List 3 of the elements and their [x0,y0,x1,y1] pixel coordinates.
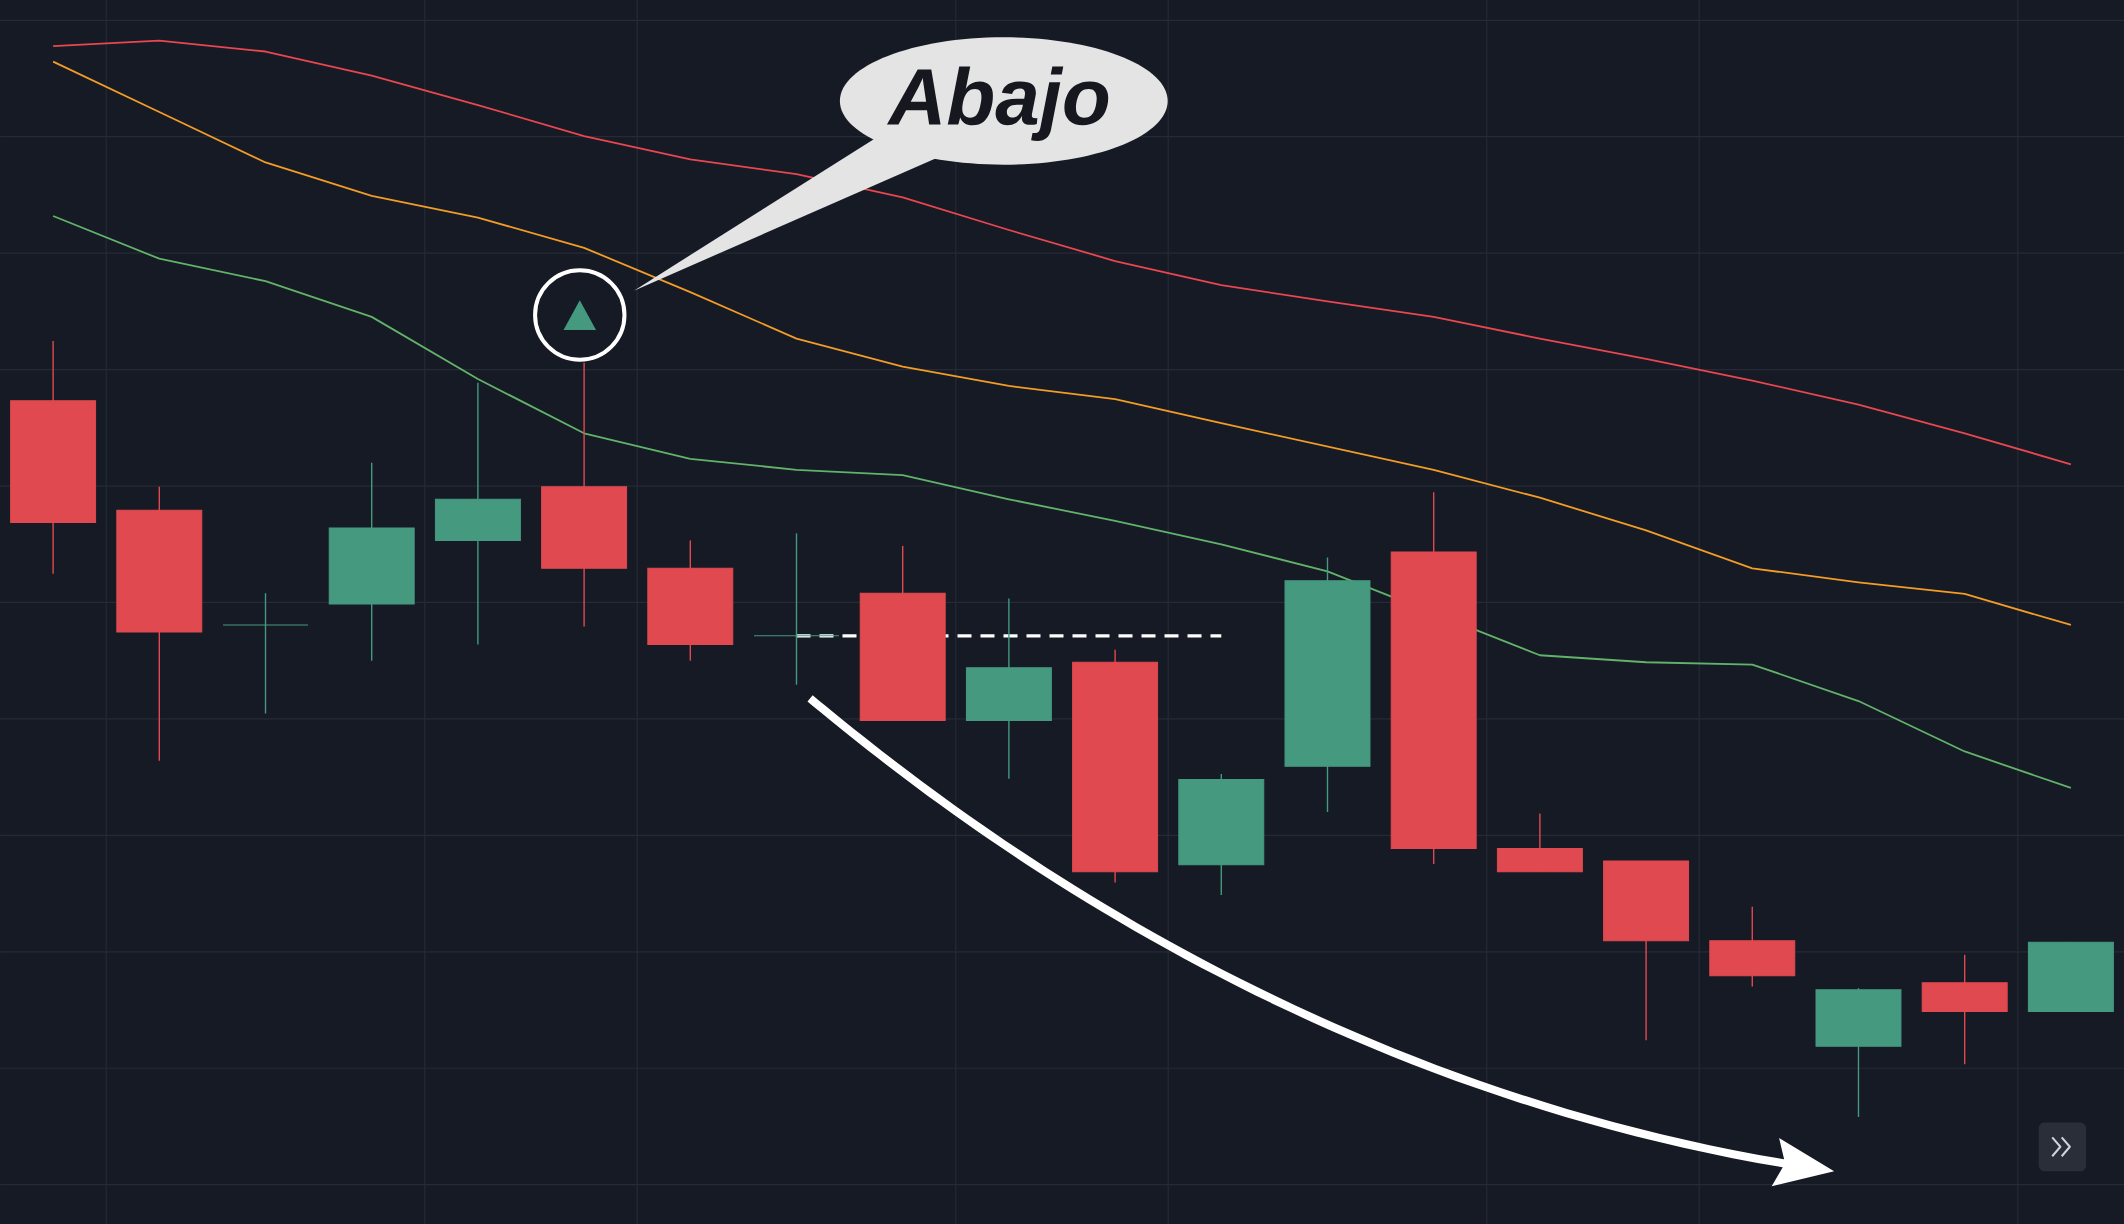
text: Abajo [886,66,1109,142]
candlestick [222,592,309,715]
candlestick [753,532,840,686]
